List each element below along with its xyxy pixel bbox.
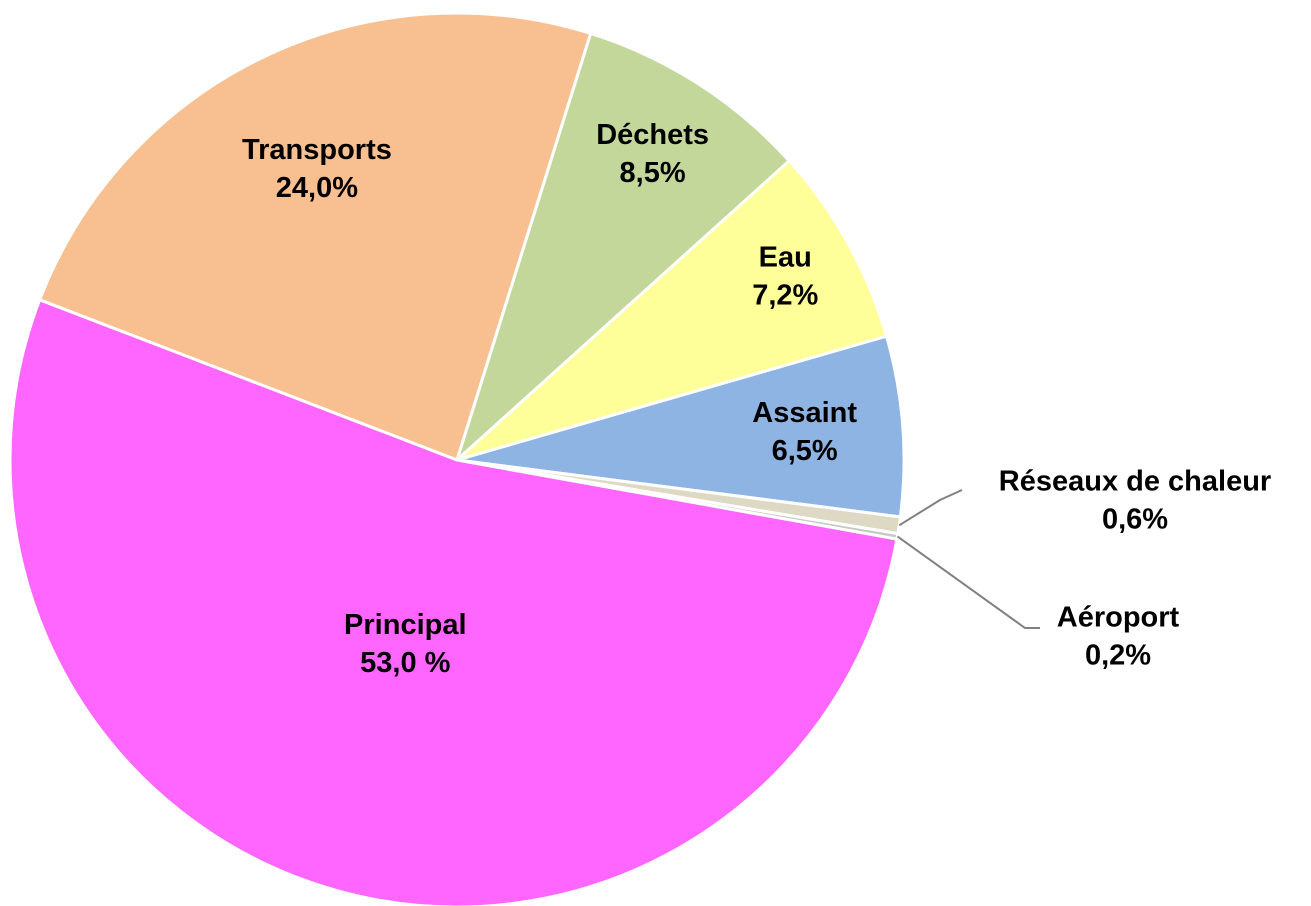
pie-slice bbox=[8, 297, 899, 906]
value-label: 0,6% bbox=[1102, 504, 1168, 536]
slice-label: Principal bbox=[344, 609, 467, 641]
value-label: 6,5% bbox=[772, 435, 838, 467]
value-label: 53,0 % bbox=[360, 647, 450, 679]
slice-label: Aéroport bbox=[1057, 602, 1180, 634]
leader-line bbox=[896, 535, 1040, 629]
value-label: 24,0% bbox=[276, 172, 358, 204]
value-label: 7,2% bbox=[752, 279, 818, 311]
pie-slice bbox=[456, 334, 906, 519]
pie-slice bbox=[455, 158, 889, 462]
slice-label: Déchets bbox=[596, 119, 709, 151]
slice-label: Eau bbox=[759, 241, 812, 273]
slice-label: Réseaux de chaleur bbox=[999, 466, 1271, 498]
value-label: 8,5% bbox=[620, 157, 686, 189]
slice-label: Assaint bbox=[752, 397, 857, 429]
pie-slice bbox=[453, 31, 792, 465]
pie-slice bbox=[37, 11, 593, 462]
slice-label: Transports bbox=[242, 134, 392, 166]
leader-line bbox=[898, 489, 963, 527]
value-label: 0,2% bbox=[1085, 640, 1151, 672]
